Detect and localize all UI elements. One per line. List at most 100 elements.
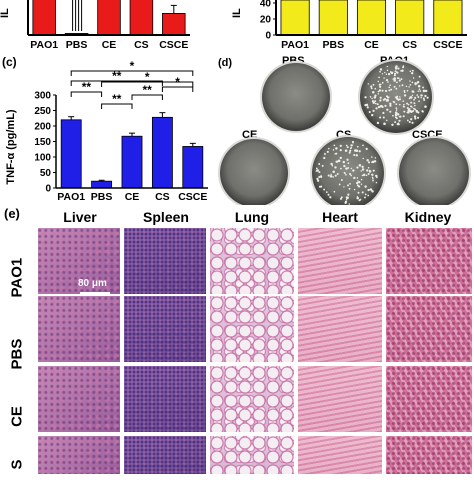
bacterial-colony (375, 176, 378, 179)
bacterial-colony (386, 65, 389, 68)
chart-c-ytick-label: 300 (34, 91, 51, 102)
bacterial-colony (375, 181, 378, 184)
bacterial-colony (409, 80, 411, 82)
bacterial-colony (350, 167, 353, 170)
bacterial-colony (411, 94, 414, 97)
bacterial-colony (398, 79, 401, 82)
chart-b-ytick-label: 20 (260, 15, 272, 26)
bacterial-colony (403, 94, 407, 97)
bacterial-colony (349, 150, 352, 153)
bacterial-colony (424, 105, 427, 108)
bacterial-colony (379, 99, 382, 102)
bacterial-colony (374, 102, 377, 105)
chart-b-ytick-label: 40 (260, 0, 272, 10)
bacterial-colony (410, 118, 413, 121)
chart-b: IL 40 20 0 PAO1 PBS CE CS CSCE (232, 0, 467, 50)
bacterial-colony (414, 104, 416, 107)
bacterial-colony (402, 65, 405, 67)
bacterial-colony (403, 103, 405, 106)
bacterial-colony (420, 96, 422, 99)
chart-c-sig-label: ** (112, 69, 122, 83)
bacterial-colony (398, 85, 401, 87)
dishes-svg (218, 59, 471, 205)
bacterial-colony (367, 166, 370, 169)
bacterial-colony (406, 119, 409, 122)
dish-csce (397, 136, 471, 205)
bacterial-colony (395, 65, 398, 68)
bacterial-colony (345, 144, 348, 147)
chart-a-xtick-label: CS (134, 39, 149, 50)
bacterial-colony (348, 151, 351, 154)
bacterial-colony (419, 90, 422, 92)
bacterial-colony (414, 117, 417, 120)
bacterial-colony (406, 89, 409, 92)
bacterial-colony (393, 79, 396, 82)
bacterial-colony (352, 169, 355, 172)
bacterial-colony (365, 147, 368, 151)
bacterial-colony (358, 199, 361, 202)
bacterial-colony (362, 157, 364, 160)
bacterial-colony (367, 172, 370, 176)
bacterial-colony (415, 110, 419, 113)
bacterial-colony (402, 100, 405, 102)
bacterial-colony (389, 84, 391, 87)
chart-b-ytick-label: 0 (265, 31, 271, 42)
panel-c-label: (c) (2, 55, 17, 69)
bacterial-colony (379, 105, 382, 108)
chart-a-ylabel: IL (0, 8, 11, 18)
bacterial-colony (416, 116, 420, 119)
bacterial-colony (382, 111, 385, 115)
chart-c-xtick-label: PBS (91, 191, 113, 203)
bacterial-colony (357, 191, 360, 194)
bacterial-colony (333, 190, 336, 193)
chart-c-ytick-label: 100 (34, 153, 51, 164)
bacterial-colony (332, 176, 334, 178)
bacterial-colony (412, 110, 415, 112)
bacterial-colony (372, 83, 375, 86)
chart-b-xtick-label: PAO1 (281, 39, 309, 50)
bacterial-colony (371, 97, 373, 100)
bacterial-colony (347, 193, 350, 196)
histology-liver-ce (38, 366, 120, 432)
bacterial-colony (401, 84, 404, 87)
bacterial-colony (328, 147, 330, 150)
bacterial-colony (379, 83, 382, 86)
bacterial-colony (413, 98, 415, 101)
bacterial-colony (344, 172, 346, 175)
chart-c-bar (121, 135, 143, 189)
bacterial-colony (361, 165, 364, 168)
dish-agar (262, 63, 330, 131)
bacterial-colony (348, 187, 351, 190)
chart-a: IL PAO1 PBS CE CS CSCE (0, 0, 190, 50)
bacterial-colony (371, 190, 374, 193)
row-label-pao1: PAO1 (8, 257, 26, 298)
bacterial-colony (424, 90, 427, 92)
bacterial-colony (347, 167, 350, 169)
bacterial-colony (377, 80, 380, 83)
bacterial-colony (360, 170, 363, 172)
chart-c-sig-label: ** (143, 83, 153, 97)
bacterial-colony (387, 97, 389, 99)
bacterial-colony (385, 95, 389, 98)
bacterial-colony (389, 110, 392, 113)
bacterial-colony (333, 144, 336, 147)
bacterial-colony (395, 87, 398, 90)
bacterial-colony (334, 166, 337, 169)
bacterial-colony (377, 106, 381, 109)
bacterial-colony (364, 193, 367, 196)
bacterial-colony (393, 85, 396, 88)
bacterial-colony (318, 171, 321, 174)
histology-spleen-pao1 (124, 228, 206, 294)
bacterial-colony (394, 111, 398, 114)
bacterial-colony (337, 159, 341, 163)
bacterial-colony (394, 116, 397, 119)
dish-agar (312, 137, 384, 205)
bacterial-colony (417, 96, 420, 98)
bacterial-colony (345, 167, 348, 170)
bacterial-colony (325, 191, 328, 193)
bacterial-colony (416, 94, 419, 96)
bacterial-colony (422, 86, 424, 89)
histology-kidney-s (386, 436, 472, 474)
bacterial-colony (398, 119, 401, 122)
